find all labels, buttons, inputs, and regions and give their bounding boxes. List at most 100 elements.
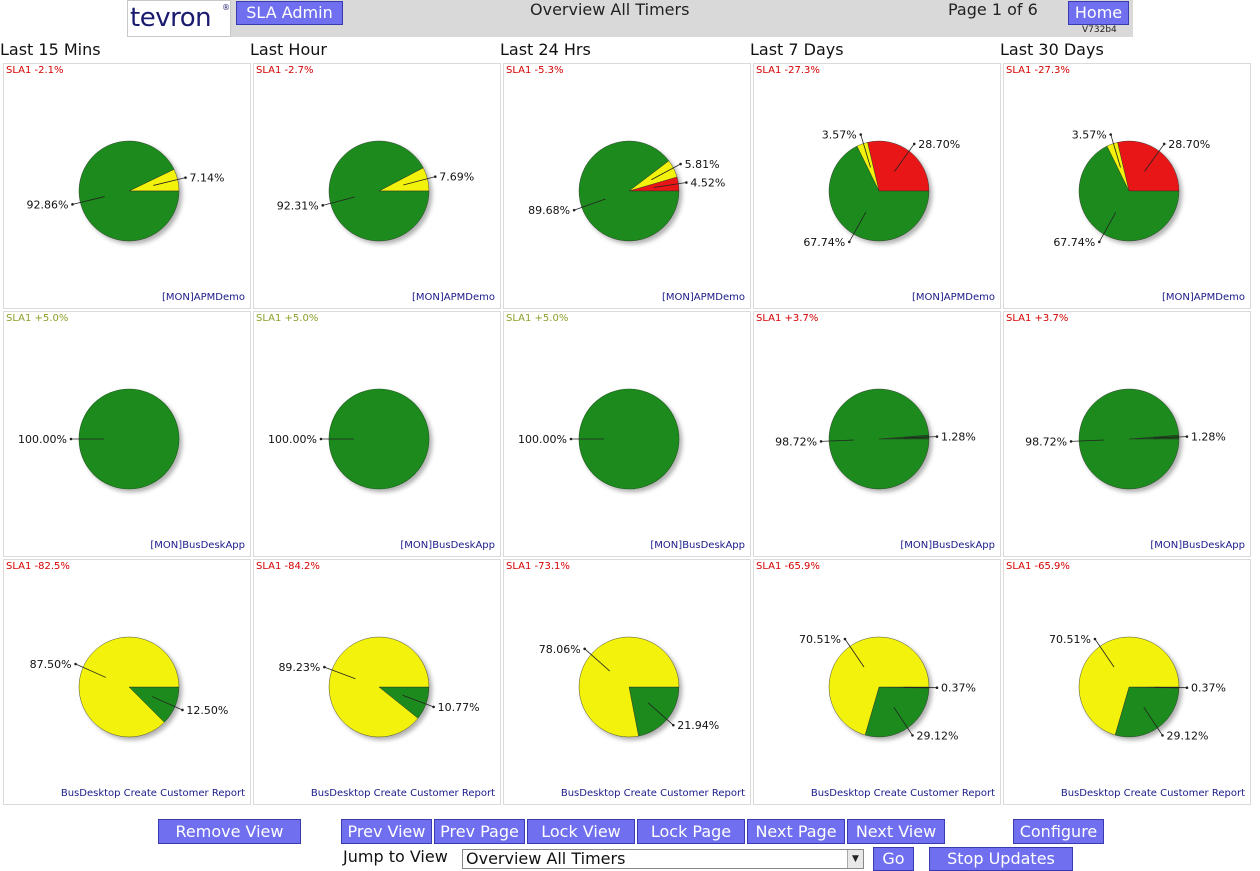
leader-dot (570, 438, 573, 441)
leader-dot (672, 724, 675, 727)
pie-chart: 12.50%87.50% (4, 560, 252, 806)
app-name-label[interactable]: [MON]APMDemo (162, 292, 245, 303)
prev-view-button[interactable]: Prev View (341, 819, 432, 844)
jump-to-view-label: Jump to View (343, 847, 448, 866)
slice-label: 1.28% (941, 431, 976, 444)
chart-cell[interactable]: SLA1 -65.9%0.37%29.12%70.51%BusDesktop C… (1003, 559, 1251, 805)
column-header-last-30-days: Last 30 Days (1000, 40, 1104, 59)
leader-dot (1163, 143, 1166, 146)
app-name-label[interactable]: [MON]BusDeskApp (1150, 540, 1245, 551)
remove-view-button[interactable]: Remove View (158, 819, 301, 844)
app-name-label[interactable]: BusDesktop Create Customer Report (1061, 788, 1245, 799)
configure-button[interactable]: Configure (1013, 819, 1104, 844)
lock-view-button[interactable]: Lock View (527, 819, 635, 844)
prev-page-button[interactable]: Prev Page (434, 819, 525, 844)
slice-label: 7.14% (189, 172, 224, 185)
app-name-label[interactable]: [MON]BusDeskApp (900, 540, 995, 551)
slice-label: 1.28% (1191, 431, 1226, 444)
chart-cell[interactable]: SLA1 +5.0%100.00%[MON]BusDeskApp (253, 311, 501, 557)
slice-label: 28.70% (918, 138, 960, 151)
pie-chart: 0.37%29.12%70.51% (754, 560, 1002, 806)
chevron-down-icon[interactable]: ▼ (847, 850, 863, 868)
pie-chart: 0.37%29.12%70.51% (1004, 560, 1252, 806)
pie-chart: 4.52%5.81%89.68% (504, 64, 752, 310)
pie-chart: 28.70%3.57%67.74% (1004, 64, 1252, 310)
app-name-label[interactable]: BusDesktop Create Customer Report (561, 788, 745, 799)
pie-slice (329, 141, 429, 241)
slice-label: 67.74% (1053, 236, 1095, 249)
column-header-last-15-mins: Last 15 Mins (0, 40, 101, 59)
view-title: Overview All Timers (530, 0, 689, 19)
leader-dot (323, 666, 326, 669)
slice-label: 92.31% (277, 199, 319, 212)
slice-label: 100.00% (18, 433, 67, 446)
leader-dot (181, 709, 184, 712)
slice-label: 28.70% (1168, 138, 1210, 151)
jump-select-value: Overview All Timers (466, 849, 625, 868)
leader-dot (844, 638, 847, 641)
chart-cell[interactable]: SLA1 -5.3%4.52%5.81%89.68%[MON]APMDemo (503, 63, 751, 309)
pie-slice (79, 141, 179, 241)
chart-cell[interactable]: SLA1 -73.1%21.94%78.06%BusDesktop Create… (503, 559, 751, 805)
chart-cell[interactable]: SLA1 -27.3%28.70%3.57%67.74%[MON]APMDemo (753, 63, 1001, 309)
chart-cell[interactable]: SLA1 +5.0%100.00%[MON]BusDeskApp (3, 311, 251, 557)
app-name-label[interactable]: [MON]BusDeskApp (150, 540, 245, 551)
slice-label: 89.23% (278, 661, 320, 674)
slice-label: 4.52% (690, 177, 725, 190)
app-name-label[interactable]: BusDesktop Create Customer Report (311, 788, 495, 799)
leader-dot (911, 734, 914, 737)
leader-dot (573, 209, 576, 212)
chart-cell[interactable]: SLA1 -84.2%10.77%89.23%BusDesktop Create… (253, 559, 501, 805)
next-page-button[interactable]: Next Page (747, 819, 845, 844)
registered-mark-icon: ® (222, 3, 230, 12)
app-name-label[interactable]: [MON]APMDemo (912, 292, 995, 303)
home-button[interactable]: Home (1068, 1, 1129, 25)
app-name-label[interactable]: [MON]BusDeskApp (650, 540, 745, 551)
pie-chart: 7.69% 92.31% (254, 64, 502, 310)
slice-label: 78.06% (539, 643, 581, 656)
leader-dot (1109, 133, 1112, 136)
stop-updates-button[interactable]: Stop Updates (929, 847, 1073, 871)
leader-dot (848, 241, 851, 244)
app-name-label[interactable]: BusDesktop Create Customer Report (811, 788, 995, 799)
leader-dot (936, 435, 939, 438)
next-view-button[interactable]: Next View (847, 819, 945, 844)
leader-dot (1161, 734, 1164, 737)
app-name-label[interactable]: [MON]APMDemo (412, 292, 495, 303)
chart-cell[interactable]: SLA1 -2.7%7.69%92.31%[MON]APMDemo (253, 63, 501, 309)
slice-label: 12.50% (186, 704, 228, 717)
leader-dot (820, 440, 823, 443)
leader-dot (1186, 686, 1189, 689)
pie-chart: 21.94%78.06% (504, 560, 752, 806)
slice-label: 10.77% (438, 701, 480, 714)
slice-label: 0.37% (1191, 682, 1226, 695)
chart-cell[interactable]: SLA1 +5.0%100.00%[MON]BusDeskApp (503, 311, 751, 557)
leader-dot (321, 204, 324, 207)
jump-to-view-select[interactable]: Overview All Timers ▼ (462, 849, 864, 869)
sla-admin-button[interactable]: SLA Admin (236, 1, 343, 25)
chart-cell[interactable]: SLA1 +3.7%1.28%98.72%[MON]BusDeskApp (753, 311, 1001, 557)
slice-label: 7.69% (439, 171, 474, 184)
chart-cell[interactable]: SLA1 +3.7%1.28%98.72%[MON]BusDeskApp (1003, 311, 1251, 557)
slice-label: 67.74% (803, 236, 845, 249)
pie-slice (579, 141, 679, 241)
slice-label: 100.00% (268, 433, 317, 446)
chart-cell[interactable]: SLA1 -82.5%12.50%87.50%BusDesktop Create… (3, 559, 251, 805)
chart-cell[interactable]: SLA1 -65.9%0.37%29.12%70.51%BusDesktop C… (753, 559, 1001, 805)
go-button[interactable]: Go (873, 847, 914, 871)
lock-page-button[interactable]: Lock Page (637, 819, 745, 844)
app-name-label[interactable]: [MON]APMDemo (662, 292, 745, 303)
slice-label: 98.72% (1025, 435, 1067, 448)
pie-chart: 100.00% (504, 312, 752, 558)
app-name-label[interactable]: BusDesktop Create Customer Report (61, 788, 245, 799)
app-name-label[interactable]: [MON]APMDemo (1162, 292, 1245, 303)
pie-slice (79, 637, 179, 737)
pie-chart: 28.70%3.57%67.74% (754, 64, 1002, 310)
slice-label: 100.00% (518, 433, 567, 446)
chart-cell[interactable]: SLA1 -2.1%7.14%92.86%[MON]APMDemo (3, 63, 251, 309)
app-name-label[interactable]: [MON]BusDeskApp (400, 540, 495, 551)
slice-label: 29.12% (916, 729, 958, 742)
leader-dot (71, 203, 74, 206)
leader-dot (936, 686, 939, 689)
chart-cell[interactable]: SLA1 -27.3%28.70%3.57%67.74%[MON]APMDemo (1003, 63, 1251, 309)
